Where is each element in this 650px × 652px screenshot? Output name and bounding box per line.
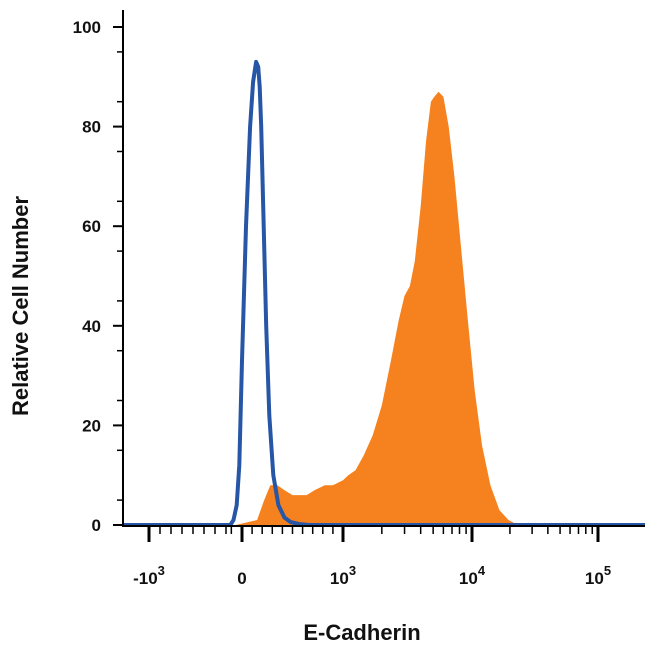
axes — [122, 10, 645, 527]
x-tick-label: 104 — [459, 563, 486, 588]
x-tick-label: -103 — [133, 563, 165, 588]
y-tick-label: 0 — [92, 516, 101, 535]
series-0-filled-histogram — [235, 91, 533, 525]
ticks: 0 20 40 60 80 100 -103 0 103 104 105 — [73, 18, 611, 588]
x-tick-label: 0 — [237, 569, 246, 588]
y-tick-label: 80 — [82, 118, 101, 137]
series-1-outline-histogram — [123, 59, 645, 527]
y-tick-label: 40 — [82, 317, 101, 336]
plot-area — [123, 59, 645, 527]
x-axis-title: E-Cadherin — [303, 620, 420, 645]
x-tick-label: 105 — [585, 563, 611, 588]
x-tick-label: 103 — [330, 563, 356, 588]
y-tick-label: 60 — [82, 217, 101, 236]
y-tick-label: 20 — [82, 416, 101, 435]
y-axis-title: Relative Cell Number — [8, 196, 33, 417]
y-tick-label: 100 — [73, 18, 101, 37]
